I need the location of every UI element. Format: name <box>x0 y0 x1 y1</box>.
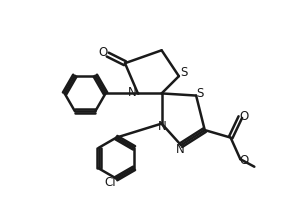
Text: S: S <box>197 87 204 100</box>
Text: N: N <box>128 86 137 99</box>
Text: O: O <box>240 110 249 123</box>
Text: N: N <box>158 120 167 133</box>
Text: S: S <box>181 66 188 79</box>
Text: N: N <box>176 143 184 156</box>
Text: O: O <box>240 154 249 167</box>
Text: O: O <box>99 46 108 59</box>
Text: Cl: Cl <box>104 176 116 189</box>
